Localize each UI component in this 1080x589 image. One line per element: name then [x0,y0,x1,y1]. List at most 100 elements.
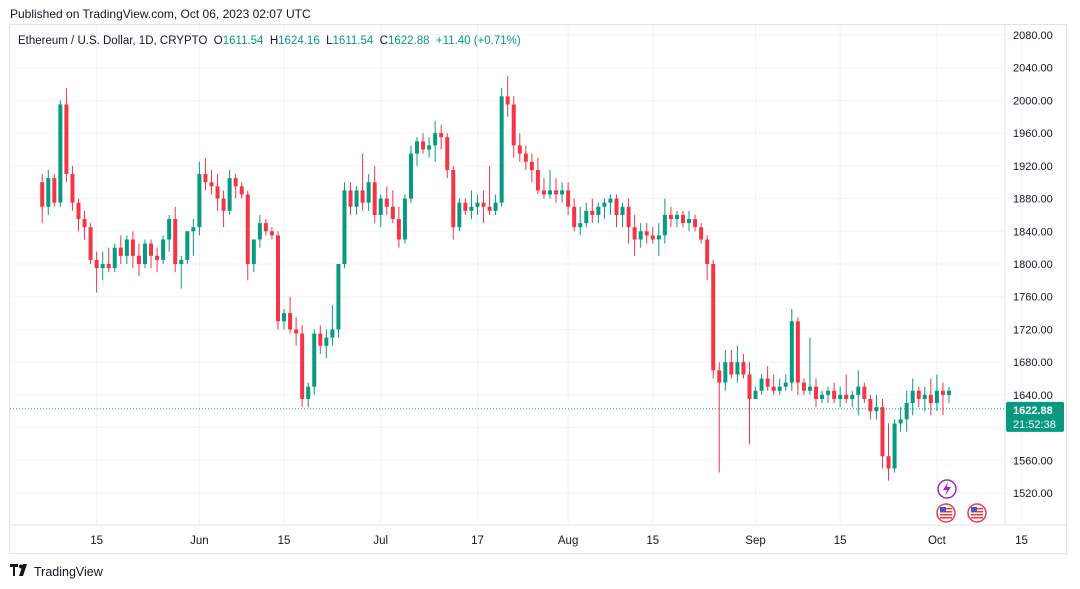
candle-body [808,387,812,391]
candle-body [621,207,625,215]
candle [367,174,371,211]
candle-body [911,391,915,403]
candle-body [367,182,371,202]
event-markers[interactable] [937,480,986,522]
candle-body [766,379,770,387]
candle [439,125,443,150]
candle-body [306,387,310,399]
candle-body [209,182,213,186]
candle [657,223,661,256]
candle-body [669,215,673,219]
x-tick-label: 17 [471,535,484,547]
close-value: 1622.88 [388,35,430,47]
time-axis[interactable]: 15 Jun 15 Jul 17 Aug 15 Sep 15 Oct 15 [90,535,1028,547]
current-price-badge: 1622.88 21:52:38 [1006,402,1064,432]
y-tick-label: 2040.00 [1013,63,1053,75]
candle [681,211,685,227]
candle [173,207,177,272]
candle-body [488,207,492,211]
candle-body [76,203,80,219]
candle [917,387,921,407]
candle-body [234,178,238,186]
candle-body [119,248,123,256]
y-tick-label: 2000.00 [1013,95,1053,107]
candle-body [113,248,117,268]
candle-body [566,190,570,206]
x-tick-label: 15 [834,535,847,547]
candle-body [747,374,751,399]
us-flag-icon[interactable] [968,504,986,522]
grid-lines [10,25,1066,525]
candle-body [451,170,455,227]
candle [542,178,546,198]
candle-body [802,383,806,391]
candle [602,199,606,219]
candle-body [820,395,824,399]
candle [252,239,256,272]
candle [228,170,232,215]
candle [494,194,498,214]
candle [868,395,872,420]
close-label: C [380,35,388,47]
candle [675,211,679,227]
candle [766,366,770,391]
candle-body [318,334,322,346]
candle [349,182,353,215]
candle [880,399,884,469]
candle-body [161,239,165,259]
candle [802,379,806,395]
candle-body [131,239,135,255]
change-value: +11.40 (+0.71%) [436,35,521,47]
candle [929,379,933,416]
candle [373,166,377,223]
candle [161,235,165,264]
candle [119,235,123,264]
candle-body [494,203,498,211]
candle [832,383,836,403]
us-flag-icon[interactable] [937,504,955,522]
candle [52,174,56,207]
candle-body [58,105,62,203]
open-value: 1611.54 [223,35,264,47]
candle [463,199,467,215]
candle-body [687,219,691,223]
footer-brand[interactable]: TradingView [10,564,103,579]
candle [385,186,389,215]
candle-body [844,395,848,399]
candle [125,235,129,264]
candle-body [167,219,171,239]
candle-body [639,231,643,239]
candle-body [512,105,516,146]
candle-body [482,203,486,207]
candle-body [663,215,667,235]
candle-body [548,190,552,194]
candle-body [699,227,703,239]
candle [101,252,105,281]
candle-body [403,199,407,240]
candle-body [324,338,328,346]
candle-body [536,170,540,190]
candle-body [560,190,564,194]
candle [941,383,945,416]
lightning-icon[interactable] [938,480,956,498]
candle [633,215,637,256]
candle-body [741,362,745,374]
candle [596,203,600,223]
candle [83,211,87,240]
candle-body [173,219,177,264]
candle-body [125,239,129,255]
candle-body [276,235,280,321]
candle-body [252,239,256,264]
candle [790,309,794,391]
candle-body [602,203,606,207]
candle [113,244,117,273]
x-tick-label: Aug [558,535,578,547]
candle [143,239,147,268]
candle-body [179,260,183,264]
candle [282,309,286,329]
candle [796,317,800,395]
candle [191,219,195,256]
candle-body [500,96,504,202]
candle-body [415,141,419,153]
